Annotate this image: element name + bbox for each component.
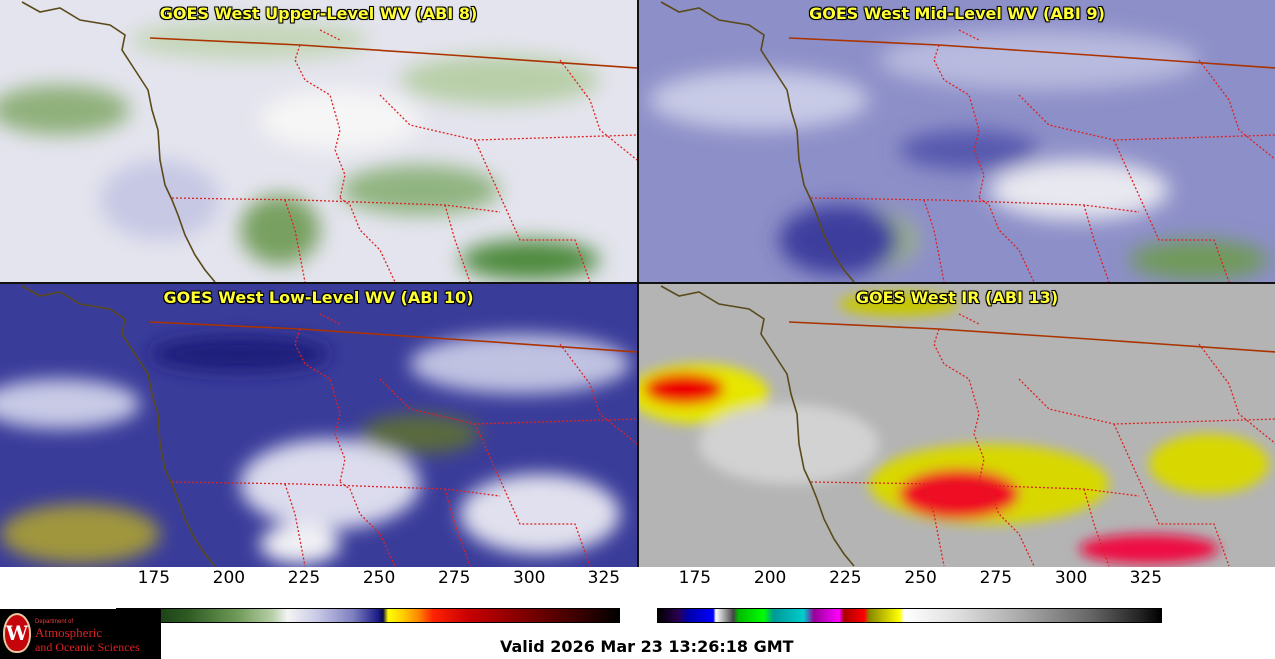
state-border [294, 328, 346, 483]
logo-line-3: and Oceanic Sciences [35, 640, 140, 654]
state-border [1018, 378, 1275, 425]
uw-seal-icon: W [3, 613, 31, 653]
low-level-wv-image [0, 284, 637, 567]
state-border [171, 481, 501, 497]
panel-title: GOES West IR (ABI 13) [855, 288, 1059, 307]
panel-mid-level-wv: GOES West Mid-Level WV (ABI 9) [639, 0, 1275, 282]
international-border [149, 321, 637, 353]
tick-label: 175 [137, 568, 171, 588]
panel-title: GOES West Mid-Level WV (ABI 9) [809, 4, 1105, 23]
tick-label: 225 [829, 568, 862, 588]
state-border [1198, 343, 1275, 445]
state-border [339, 481, 396, 567]
ir-image [639, 284, 1275, 567]
aos-logo: W Department of Atmospheric and Oceanic … [0, 609, 161, 659]
international-border [149, 37, 637, 69]
tick-label: 300 [513, 568, 546, 588]
map-borders [660, 1, 1275, 282]
tick-label: 325 [1129, 568, 1163, 588]
tick-label: 250 [904, 568, 937, 588]
state-border [339, 197, 396, 282]
state-border [379, 94, 637, 141]
tick-label: 225 [287, 568, 321, 588]
panel-divider-horizontal [0, 282, 1275, 284]
state-border [1113, 139, 1230, 282]
state-border [1018, 94, 1275, 141]
tick-label: 275 [979, 568, 1013, 588]
state-border [933, 328, 985, 483]
coastline [21, 1, 216, 282]
tick-label: 200 [212, 568, 246, 588]
tick-label: 175 [678, 568, 712, 588]
mid-level-wv-image [639, 0, 1275, 282]
map-borders [21, 285, 637, 567]
state-border [1083, 488, 1110, 567]
state-border [1198, 59, 1275, 161]
upper-level-wv-image [0, 0, 637, 282]
coastline [21, 285, 216, 567]
tick-label: 275 [437, 568, 471, 588]
state-border [171, 197, 501, 213]
state-border [559, 59, 637, 161]
state-border [978, 481, 1035, 567]
state-border [810, 197, 1140, 213]
international-border [788, 321, 1275, 353]
state-border [559, 343, 637, 445]
wv-colorbar: 175 200 225 250 275 300 325 [116, 568, 620, 628]
state-border [444, 204, 471, 282]
state-border [474, 139, 591, 282]
map-borders [660, 285, 1275, 567]
state-border [379, 378, 637, 425]
panel-low-level-wv: GOES West Low-Level WV (ABI 10) [0, 284, 637, 567]
panel-upper-level-wv: GOES West Upper-Level WV (ABI 8) [0, 0, 637, 282]
map-borders [21, 1, 637, 282]
tick-label: 250 [362, 568, 396, 588]
coastline [660, 1, 855, 282]
panel-ir: GOES West IR (ABI 13) [639, 284, 1275, 567]
ir-colorbar: 175 200 225 250 275 300 325 [657, 568, 1162, 628]
state-border [1083, 204, 1110, 282]
state-border [474, 423, 591, 567]
coastline [660, 285, 855, 567]
ir-colorbar-gradient [657, 608, 1162, 623]
state-border [978, 197, 1035, 282]
tick-label: 300 [1054, 568, 1088, 588]
wv-colorbar-gradient [116, 608, 620, 623]
logo-line-1: Department of [35, 619, 74, 625]
state-border [810, 481, 1140, 497]
valid-time: Valid 2026 Mar 23 13:26:18 GMT [500, 637, 794, 656]
tick-label: 200 [753, 568, 787, 588]
ir-colorbar-ticks: 175 200 225 250 275 300 325 [657, 568, 1162, 592]
tick-label: 325 [587, 568, 621, 588]
international-border [788, 37, 1275, 69]
state-border [444, 488, 471, 567]
state-border [933, 44, 985, 199]
logo-line-2: Atmospheric [35, 625, 103, 640]
panel-title: GOES West Low-Level WV (ABI 10) [163, 288, 474, 307]
state-border [294, 44, 346, 199]
state-border [1113, 423, 1230, 567]
wv-colorbar-ticks: 175 200 225 250 275 300 325 [116, 568, 621, 592]
panel-title: GOES West Upper-Level WV (ABI 8) [159, 4, 478, 23]
